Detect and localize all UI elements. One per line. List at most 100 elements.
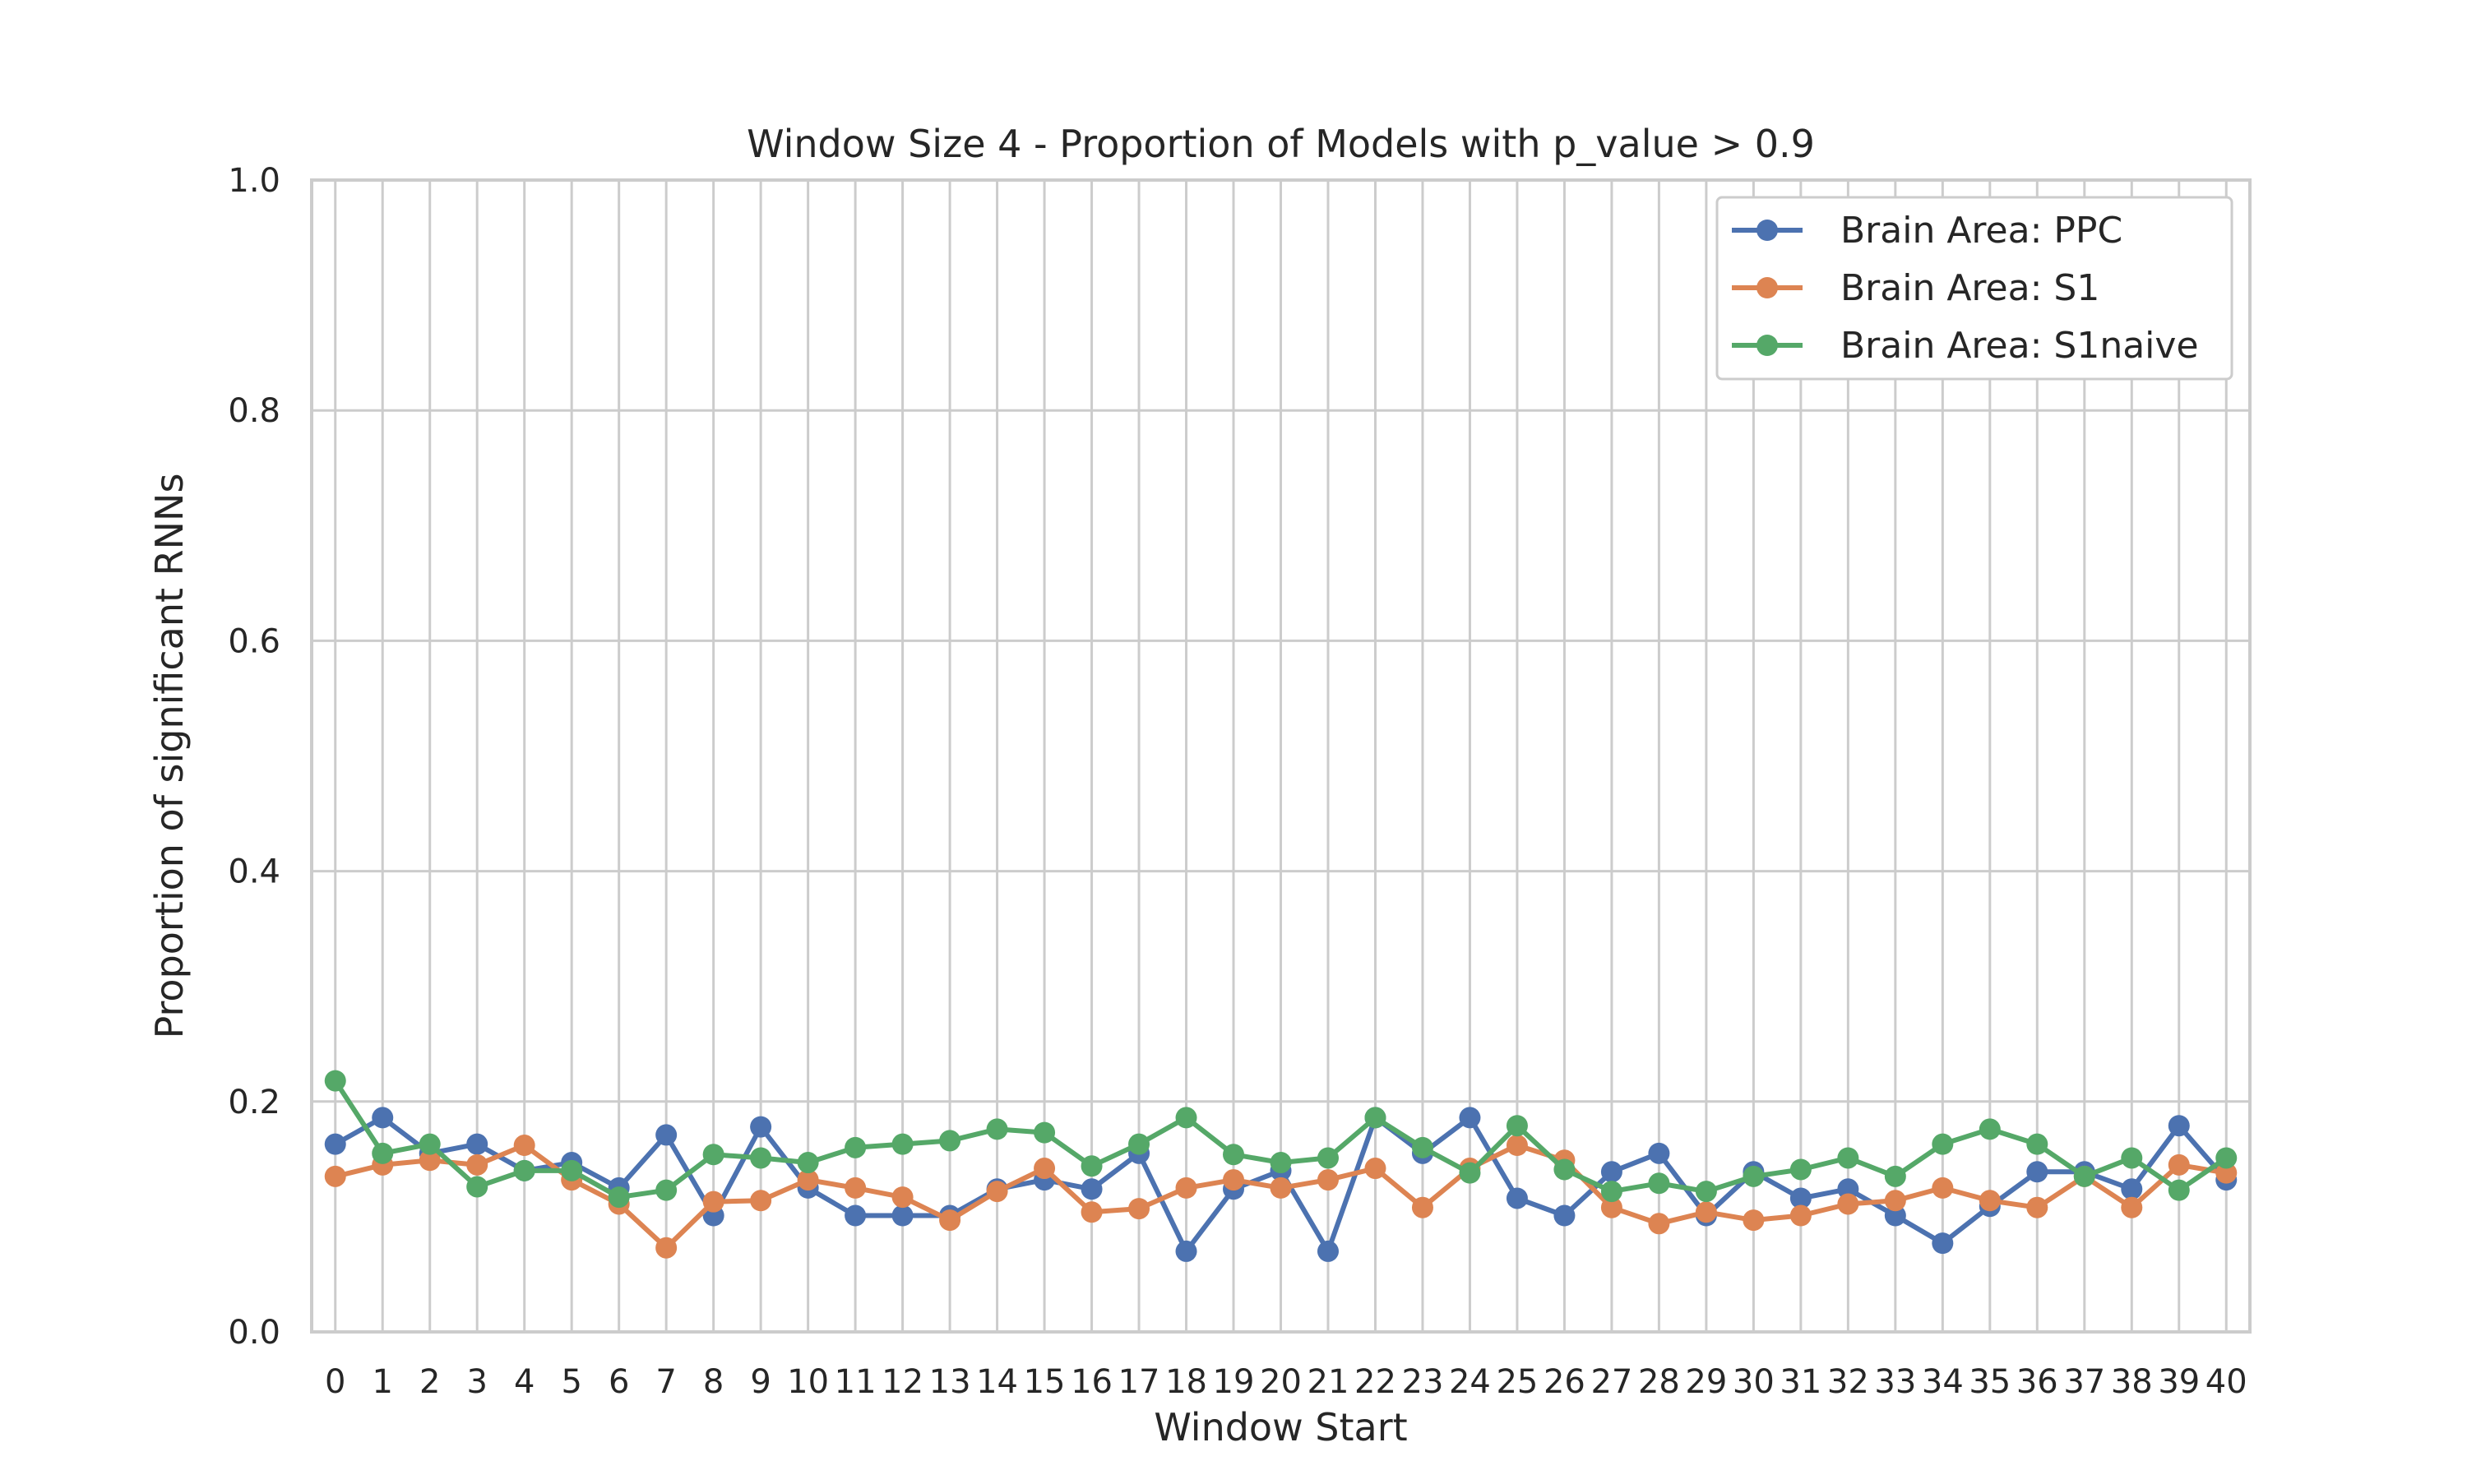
legend-marker [1757, 220, 1778, 241]
data-point [986, 1118, 1008, 1140]
x-tick-label: 9 [750, 1363, 771, 1401]
data-point [655, 1237, 678, 1259]
legend-marker [1757, 335, 1778, 356]
x-tick-label: 31 [1780, 1363, 1821, 1401]
data-point [513, 1159, 535, 1181]
data-point [1979, 1118, 2001, 1140]
data-point [466, 1176, 488, 1198]
data-point [845, 1177, 867, 1199]
x-tick-label: 22 [1354, 1363, 1396, 1401]
data-point [1884, 1165, 1906, 1187]
data-point [2073, 1165, 2095, 1187]
data-point [1317, 1240, 1339, 1262]
x-tick-label: 21 [1308, 1363, 1349, 1401]
data-point [1506, 1187, 1528, 1209]
data-point [1884, 1204, 1906, 1227]
data-point [1743, 1165, 1765, 1187]
y-tick-label: 0.2 [228, 1084, 280, 1121]
data-point [2168, 1153, 2190, 1176]
data-point [1223, 1169, 1245, 1191]
x-tick-label: 39 [2158, 1363, 2200, 1401]
data-point [1600, 1181, 1622, 1203]
data-point [466, 1153, 488, 1176]
legend-label: Brain Area: S1 [1840, 267, 2099, 309]
x-tick-label: 4 [514, 1363, 535, 1401]
data-point [1081, 1155, 1103, 1177]
data-point [702, 1144, 724, 1166]
data-point [466, 1133, 488, 1155]
tick-labels: 0 1 2 3 4 5 6 7 8 9 10 11 12 13 14 15 16 17 18 19 20 21 22 23 24… [228, 162, 2247, 1401]
x-tick-label: 15 [1024, 1363, 1066, 1401]
data-point [655, 1179, 678, 1201]
x-tick-label: 5 [561, 1363, 581, 1401]
x-tick-label: 14 [976, 1363, 1018, 1401]
data-point [939, 1209, 961, 1232]
data-point [1034, 1121, 1056, 1144]
data-point [1506, 1135, 1528, 1157]
data-point [986, 1181, 1008, 1203]
legend-item: Brain Area: S1 [1732, 267, 2099, 309]
y-tick-label: 0.4 [228, 853, 280, 891]
data-point [324, 1165, 346, 1187]
data-point [2026, 1161, 2048, 1183]
x-tick-label: 12 [882, 1363, 923, 1401]
data-point [1932, 1177, 1954, 1199]
x-tick-label: 28 [1638, 1363, 1680, 1401]
data-point [1695, 1181, 1717, 1203]
x-axis-label: Window Start [1154, 1405, 1407, 1449]
x-tick-label: 16 [1071, 1363, 1113, 1401]
data-point [1600, 1161, 1622, 1183]
x-tick-label: 13 [929, 1363, 971, 1401]
data-point [1128, 1133, 1150, 1155]
data-point [372, 1107, 394, 1129]
legend-label: Brain Area: S1naive [1840, 325, 2199, 367]
data-point [1175, 1107, 1197, 1129]
data-point [324, 1070, 346, 1092]
x-tick-label: 8 [703, 1363, 724, 1401]
legend-marker [1757, 277, 1778, 298]
data-point [1081, 1178, 1103, 1200]
data-point [845, 1136, 867, 1158]
series-group [324, 1070, 2238, 1262]
data-point [1932, 1232, 1954, 1255]
data-point [655, 1124, 678, 1146]
x-tick-label: 10 [787, 1363, 829, 1401]
data-point [1789, 1187, 1812, 1209]
data-point [1789, 1204, 1812, 1227]
data-point [2121, 1147, 2143, 1169]
data-point [372, 1142, 394, 1164]
y-tick-label: 1.0 [228, 162, 280, 200]
data-point [1317, 1147, 1339, 1169]
data-point [797, 1169, 819, 1191]
y-tick-label: 0.8 [228, 392, 280, 430]
data-point [1034, 1158, 1056, 1180]
y-tick-label: 0.6 [228, 622, 280, 660]
data-point [513, 1135, 535, 1157]
data-point [2121, 1196, 2143, 1218]
x-tick-label: 6 [609, 1363, 629, 1401]
legend-item: Brain Area: S1naive [1732, 325, 2199, 367]
data-point [1979, 1190, 2001, 1212]
data-point [891, 1204, 914, 1227]
data-point [750, 1116, 772, 1138]
data-point [1411, 1196, 1433, 1218]
data-point [561, 1159, 583, 1181]
data-point [939, 1130, 961, 1152]
data-point [1459, 1107, 1481, 1129]
chart-title: Window Size 4 - Proportion of Models wit… [747, 122, 1815, 166]
x-tick-label: 33 [1874, 1363, 1916, 1401]
data-point [891, 1186, 914, 1209]
x-tick-label: 7 [655, 1363, 676, 1401]
series-2 [324, 1135, 2238, 1259]
data-point [845, 1204, 867, 1227]
legend-box [1715, 196, 2233, 381]
data-point [1175, 1240, 1197, 1262]
data-point [419, 1149, 441, 1172]
data-point [2026, 1196, 2048, 1218]
data-point [1553, 1158, 1576, 1181]
data-point [1789, 1158, 1812, 1181]
x-tick-label: 0 [325, 1363, 345, 1401]
data-point [750, 1190, 772, 1212]
data-point [1648, 1172, 1670, 1195]
